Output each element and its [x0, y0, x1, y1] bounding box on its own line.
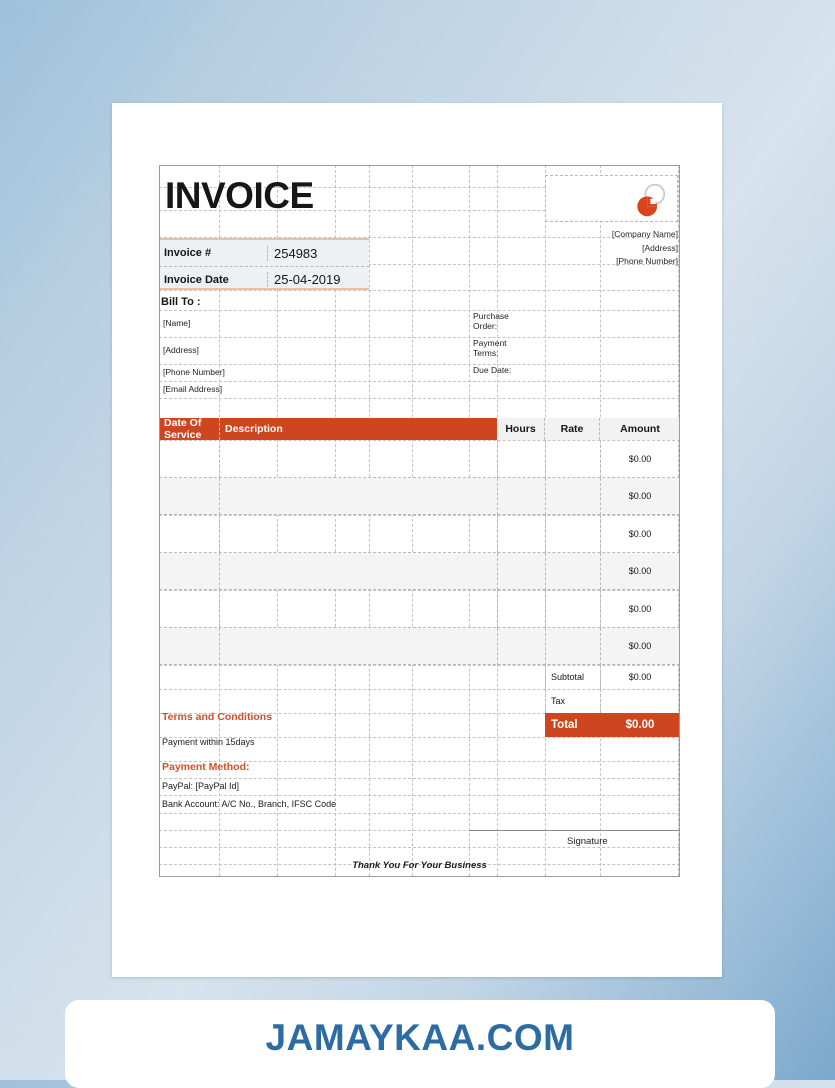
sheet-left-rule [159, 165, 160, 876]
bill-to-address[interactable]: [Address] [163, 344, 199, 355]
branding-banner: JAMAYKAA.COM [65, 1000, 775, 1088]
invoice-date-label: Invoice Date [164, 273, 229, 286]
total-value: $0.00 [600, 713, 680, 737]
payment-terms-value[interactable] [545, 337, 678, 364]
table-row[interactable]: $0.00 [159, 515, 680, 553]
invoice-number-row: Invoice # 254983 [159, 240, 369, 266]
pie-chart-logo-icon [637, 183, 666, 217]
invoice-number-value[interactable]: 254983 [267, 245, 369, 261]
table-row[interactable]: $0.00 [159, 590, 680, 628]
row-amount: $0.00 [628, 641, 652, 652]
sheet-right-rule [679, 165, 680, 876]
invoice-meta-block: Invoice # 254983 Invoice Date 25-04-2019 [159, 238, 369, 290]
payment-method-bank: Bank Account: A/C No., Branch, IFSC Code [162, 799, 337, 809]
sheet-bottom-rule [159, 876, 680, 877]
row-amount: $0.00 [628, 453, 652, 464]
due-date-label: Due Date: [473, 365, 512, 375]
row-amount: $0.00 [628, 528, 652, 539]
logo-placeholder-box[interactable] [545, 175, 678, 222]
signature-rule [469, 830, 680, 831]
th-description: Description [219, 418, 497, 440]
payment-terms-label: Payment Terms: [473, 338, 507, 358]
th-hours: Hours [497, 418, 545, 440]
signature-label: Signature [567, 836, 608, 847]
terms-heading: Terms and Conditions [162, 711, 273, 723]
th-amount: Amount [600, 418, 680, 440]
bill-to-phone[interactable]: [Phone Number] [163, 366, 225, 377]
tax-label: Tax [545, 689, 601, 713]
subtotal-value: $0.00 [628, 672, 652, 682]
th-rate: Rate [545, 418, 600, 440]
table-row[interactable]: $0.00 [159, 552, 680, 590]
due-date-value[interactable] [545, 364, 678, 381]
bill-to-name[interactable]: [Name] [163, 317, 191, 328]
row-amount: $0.00 [628, 491, 652, 502]
bill-to-heading: Bill To : [161, 296, 201, 308]
invoice-page: INVOICE [Company Name] [Address] [Phone … [112, 103, 722, 977]
company-name: [Company Name] [611, 229, 678, 239]
table-row[interactable]: $0.00 [159, 477, 680, 515]
tax-value[interactable] [600, 689, 680, 713]
row-amount: $0.00 [628, 566, 652, 577]
sheet-top-rule [159, 165, 680, 166]
table-row[interactable]: $0.00 [159, 627, 680, 665]
payment-method-heading: Payment Method: [162, 761, 250, 773]
subtotal-label: Subtotal [545, 665, 601, 689]
total-label: Total [545, 713, 601, 737]
invoice-date-value[interactable]: 25-04-2019 [267, 272, 369, 287]
row-amount: $0.00 [628, 603, 652, 614]
bill-to-email[interactable]: [Email Address] [163, 383, 223, 394]
thank-you-note: Thank You For Your Business [352, 860, 487, 871]
invoice-number-label: Invoice # [164, 247, 212, 259]
table-row[interactable]: $0.00 [159, 440, 680, 478]
page-title: INVOICE [165, 175, 314, 216]
branding-text: JAMAYKAA.COM [265, 1017, 575, 1058]
purchase-order-value[interactable] [545, 310, 678, 337]
company-address: [Address] [642, 243, 678, 253]
invoice-sheet: INVOICE [Company Name] [Address] [Phone … [159, 165, 680, 877]
purchase-order-label: Purchase Order: [473, 311, 509, 331]
terms-text: Payment within 15days [162, 737, 255, 747]
payment-method-paypal: PayPal: [PayPal Id] [162, 781, 240, 791]
th-date-of-service: Date Of Service [159, 417, 219, 441]
invoice-date-row: Invoice Date 25-04-2019 [159, 266, 369, 292]
company-phone: [Phone Number] [616, 256, 678, 266]
